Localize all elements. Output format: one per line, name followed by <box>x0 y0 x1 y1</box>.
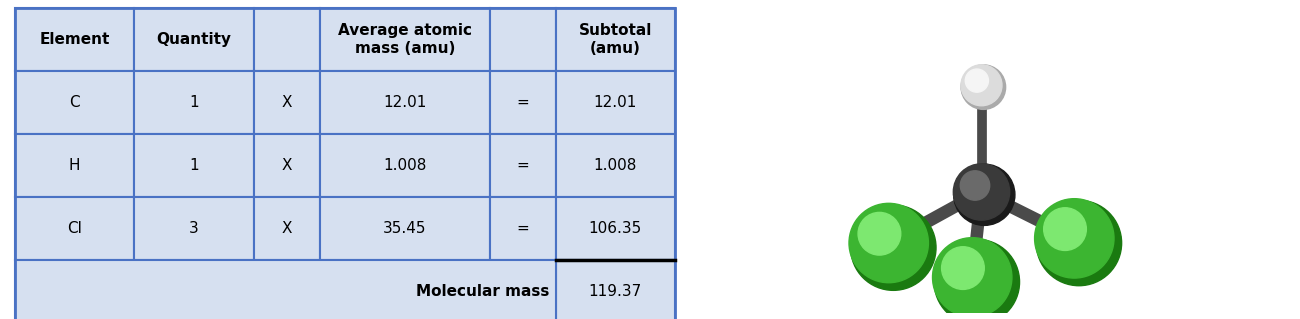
Circle shape <box>1036 200 1122 286</box>
Bar <box>555 71 675 134</box>
Bar <box>134 8 254 71</box>
Text: 119.37: 119.37 <box>589 284 642 299</box>
Text: H: H <box>69 158 81 173</box>
Bar <box>134 134 254 197</box>
Bar <box>490 8 555 71</box>
Bar <box>320 8 490 71</box>
Text: =: = <box>516 221 529 236</box>
Bar <box>320 134 490 197</box>
Circle shape <box>1044 208 1087 250</box>
Circle shape <box>932 238 1011 317</box>
Bar <box>134 197 254 260</box>
Circle shape <box>858 212 901 255</box>
Text: Average atomic
mass (amu): Average atomic mass (amu) <box>338 23 472 56</box>
Text: 12.01: 12.01 <box>384 95 426 110</box>
Bar <box>16 260 555 319</box>
Bar <box>254 71 320 134</box>
Text: Cl: Cl <box>68 221 82 236</box>
Circle shape <box>961 65 1002 106</box>
Text: C: C <box>69 95 81 110</box>
Bar <box>555 260 675 319</box>
Text: 35.45: 35.45 <box>384 221 426 236</box>
Text: X: X <box>282 95 293 110</box>
Bar <box>16 134 134 197</box>
Bar <box>254 197 320 260</box>
Text: 1.008: 1.008 <box>384 158 426 173</box>
Circle shape <box>953 164 1010 220</box>
Bar <box>16 197 134 260</box>
Circle shape <box>961 171 989 200</box>
Text: 3: 3 <box>190 221 199 236</box>
Circle shape <box>961 65 1006 109</box>
Text: Element: Element <box>39 32 111 47</box>
Bar <box>555 197 675 260</box>
Text: =: = <box>516 95 529 110</box>
Circle shape <box>1035 199 1114 278</box>
Circle shape <box>941 247 984 289</box>
Bar <box>320 71 490 134</box>
Text: Quantity: Quantity <box>157 32 231 47</box>
Circle shape <box>966 69 988 92</box>
Text: Molecular mass: Molecular mass <box>416 284 550 299</box>
Circle shape <box>849 203 928 283</box>
Bar <box>254 8 320 71</box>
Text: 1: 1 <box>190 95 199 110</box>
Bar <box>490 134 555 197</box>
Bar <box>555 8 675 71</box>
Text: =: = <box>516 158 529 173</box>
Text: X: X <box>282 221 293 236</box>
Text: 12.01: 12.01 <box>594 95 637 110</box>
Bar <box>254 134 320 197</box>
Bar <box>490 71 555 134</box>
Bar <box>16 8 134 71</box>
Circle shape <box>850 205 936 290</box>
Circle shape <box>935 239 1019 319</box>
Circle shape <box>954 164 1015 226</box>
Text: Subtotal
(amu): Subtotal (amu) <box>578 23 653 56</box>
Bar <box>134 71 254 134</box>
Text: 1.008: 1.008 <box>594 158 637 173</box>
Bar <box>320 197 490 260</box>
Bar <box>16 8 675 319</box>
Bar <box>555 134 675 197</box>
Bar <box>16 71 134 134</box>
Text: X: X <box>282 158 293 173</box>
Bar <box>490 197 555 260</box>
Text: 106.35: 106.35 <box>589 221 642 236</box>
Text: 1: 1 <box>190 158 199 173</box>
